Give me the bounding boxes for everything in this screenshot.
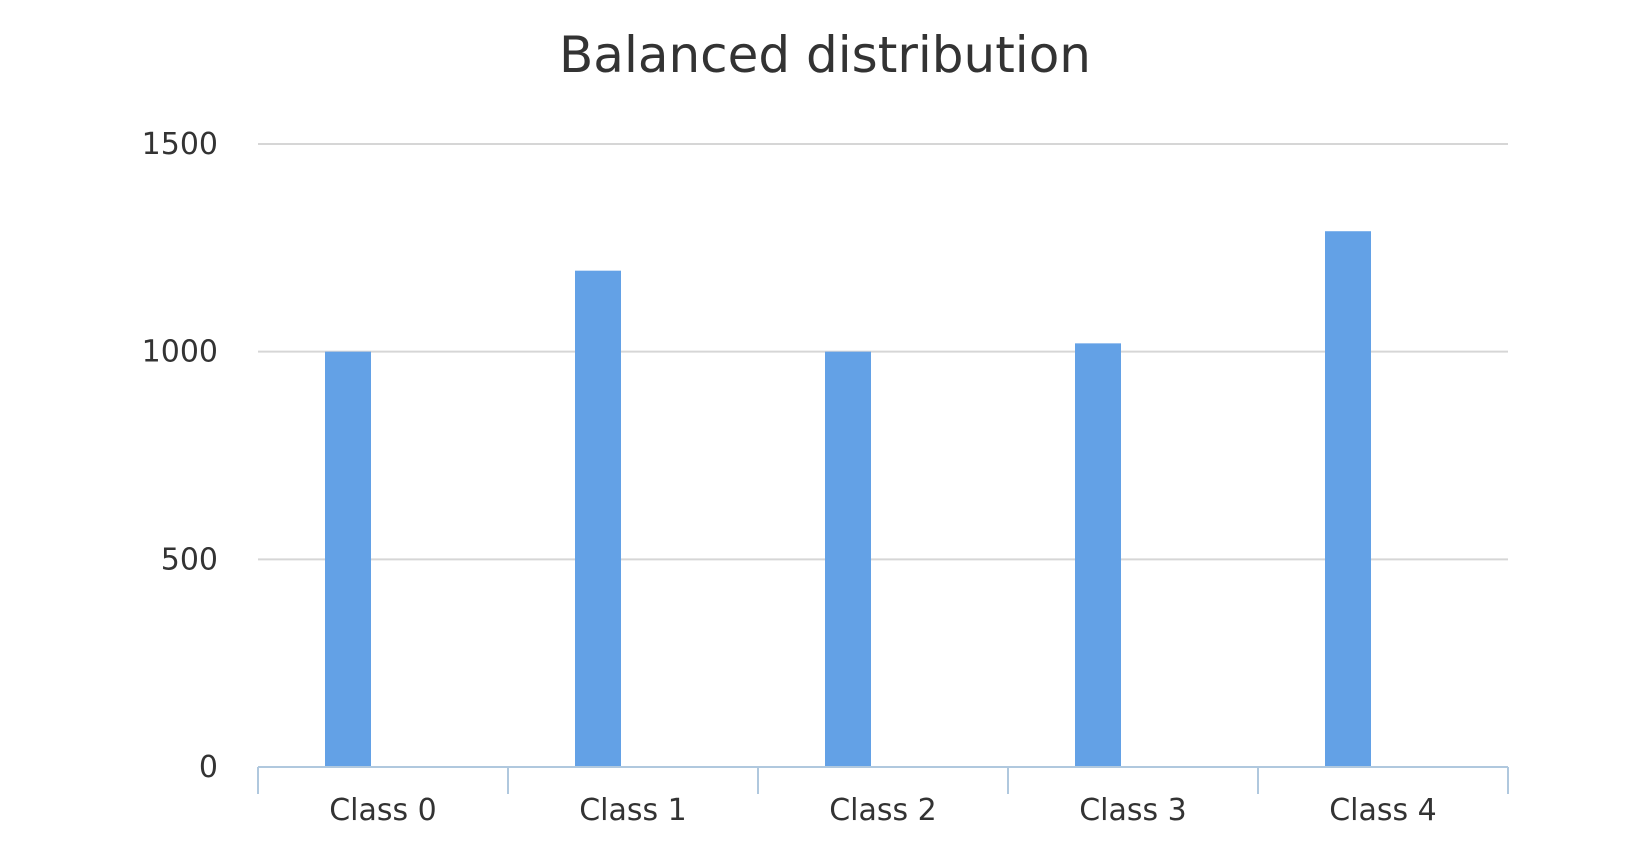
bar-class-0 — [325, 351, 371, 767]
bars — [325, 231, 1371, 768]
x-tick-label: Class 2 — [829, 793, 937, 828]
y-tick-label: 0 — [199, 750, 218, 785]
chart-title: Balanced distribution — [559, 26, 1091, 84]
y-tick-label: 1000 — [142, 335, 218, 370]
y-axis-tick-labels: 0 500 1000 1500 — [142, 127, 218, 785]
y-tick-label: 500 — [161, 542, 218, 577]
x-tick-label: Class 4 — [1329, 793, 1437, 828]
x-tick-label: Class 0 — [329, 793, 437, 828]
gridlines — [258, 143, 1508, 561]
x-axis — [257, 766, 1509, 794]
bar-class-4 — [1325, 231, 1371, 768]
y-tick-label: 1500 — [142, 127, 218, 162]
x-tick-label: Class 3 — [1079, 793, 1187, 828]
x-tick-label: Class 1 — [579, 793, 687, 828]
bar-class-3 — [1075, 343, 1121, 767]
bar-class-2 — [825, 351, 871, 767]
bar-class-1 — [575, 270, 621, 767]
x-axis-tick-labels: Class 0 Class 1 Class 2 Class 3 Class 4 — [329, 793, 1437, 828]
